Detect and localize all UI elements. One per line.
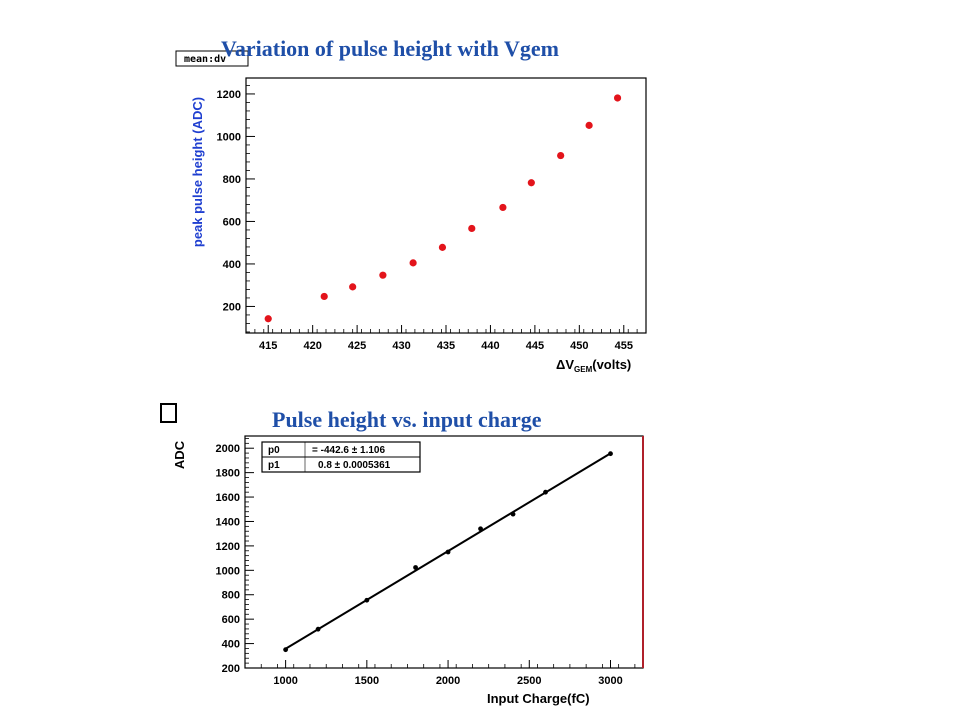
plot2-ylabel: ADC <box>172 440 187 469</box>
data-point <box>409 259 417 267</box>
y-tick-label: 400 <box>222 639 240 651</box>
pulse-vs-vgem-chart: mean:dv 415 420 425 430 435 440 445 450 455 200 4… <box>175 50 647 374</box>
plot1-xlabel: ΔVGEM(volts) <box>556 357 631 374</box>
histogram-label-box: mean:dv <box>175 50 249 67</box>
data-point <box>585 121 593 129</box>
stat-p1-name: p1 <box>268 460 280 471</box>
x-tick-label: 1500 <box>355 675 379 687</box>
y-tick-label: 1200 <box>216 541 240 553</box>
y-tick-label: 800 <box>222 590 240 602</box>
y-tick-label: 200 <box>223 301 241 313</box>
y-tick-label: 1600 <box>216 492 240 504</box>
plot2-xlabel: Input Charge(fC) <box>487 691 590 706</box>
y-tick-label: 1000 <box>217 131 241 143</box>
plot1-ylabel: peak pulse height (ADC) <box>190 97 205 247</box>
data-point <box>499 203 507 212</box>
y-tick-label: 200 <box>222 663 240 675</box>
x-tick-label: 415 <box>259 340 277 352</box>
y-tick-label: 600 <box>223 216 241 228</box>
x-tick-label: 425 <box>348 340 366 352</box>
y-tick-label: 400 <box>223 259 241 271</box>
data-point <box>557 151 565 160</box>
chart1-title: Variation of pulse height with Vgem <box>221 36 559 61</box>
x-tick-label: 430 <box>392 340 410 352</box>
x-tick-label: 435 <box>437 340 455 352</box>
x-tick-label: 2500 <box>517 675 541 687</box>
x-tick-label: 2000 <box>436 675 460 687</box>
data-point <box>613 94 622 102</box>
data-point <box>315 626 321 632</box>
data-point <box>283 647 289 653</box>
x-tick-label: 420 <box>303 340 321 352</box>
plot1-frame <box>245 77 647 334</box>
data-point <box>608 451 613 457</box>
stat-p1-value: 0.8 ± 0.0005361 <box>318 460 391 471</box>
x-tick-label: 1000 <box>273 675 297 687</box>
stat-p0-name: p0 <box>268 445 280 456</box>
data-point <box>438 243 447 251</box>
y-tick-label: 1000 <box>216 565 240 577</box>
data-point <box>349 283 357 291</box>
x-tick-label: 445 <box>526 340 544 352</box>
data-point <box>543 489 548 495</box>
x-tick-label: 440 <box>481 340 499 352</box>
y-tick-label: 800 <box>223 174 241 186</box>
histogram-label: mean:dv <box>184 54 226 65</box>
y-tick-label: 1400 <box>216 516 240 528</box>
data-point <box>364 597 370 603</box>
data-point <box>445 549 451 555</box>
y-tick-label: 1200 <box>217 89 241 101</box>
data-point <box>478 526 483 532</box>
x-tick-label: 455 <box>615 340 633 352</box>
chart2-title: Pulse height vs. input charge <box>272 407 542 432</box>
data-point <box>468 224 476 233</box>
y-tick-label: 1800 <box>216 468 240 480</box>
data-point <box>527 179 535 187</box>
x-tick-label: 450 <box>570 340 588 352</box>
stat-p0-value: = -442.6 ± 1.106 <box>312 445 385 456</box>
data-point <box>320 292 328 301</box>
data-point <box>510 511 516 517</box>
data-point <box>379 271 387 279</box>
fit-stats-box: p0 = -442.6 ± 1.106 p1 0.8 ± 0.0005361 <box>261 441 421 473</box>
data-point <box>264 315 272 323</box>
y-tick-label: 2000 <box>216 443 240 455</box>
x-tick-label: 3000 <box>598 675 622 687</box>
y-tick-label: 600 <box>222 614 240 626</box>
placeholder-box-icon <box>160 403 177 423</box>
pulse-vs-charge-chart: 1000 1500 2000 2500 3000 200 400 600 800 1000 120… <box>160 403 644 706</box>
data-point <box>413 565 418 570</box>
